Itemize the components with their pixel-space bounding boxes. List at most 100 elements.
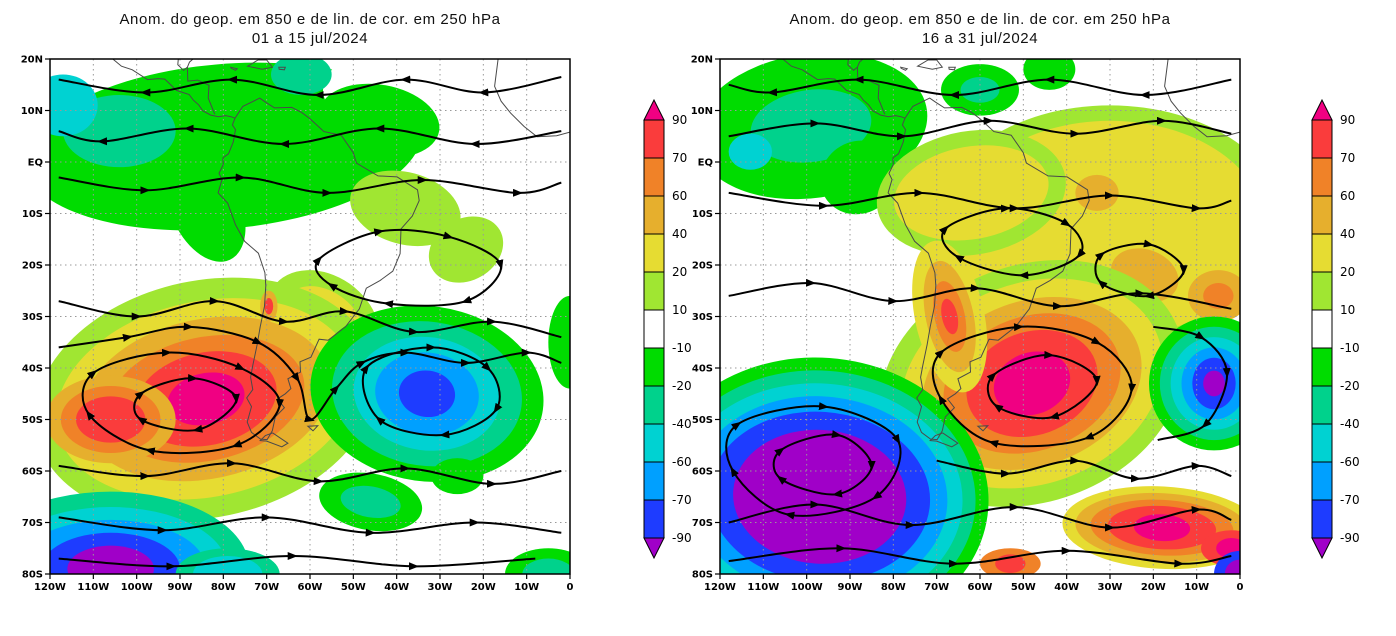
colorbar-tick-label: 90 (1340, 113, 1355, 127)
svg-text:90W: 90W (168, 582, 193, 593)
svg-text:40W: 40W (384, 582, 409, 593)
svg-text:60W: 60W (298, 582, 323, 593)
svg-text:90W: 90W (838, 582, 863, 593)
colorbar-band (1311, 423, 1333, 463)
map-panel-second-fortnight: Anom. do geop. em 850 e de lin. de cor. … (680, 8, 1260, 598)
colorbar-band (1311, 233, 1333, 273)
colorbar-arrow-top (1311, 98, 1333, 121)
colorbar-tick-label: -70 (672, 493, 692, 507)
colorbar-tick-label: 60 (1340, 189, 1355, 203)
colorbar-tick-label: -10 (1340, 341, 1360, 355)
colorbar-tick-label: -20 (1340, 379, 1360, 393)
colorbar-band (1311, 195, 1333, 235)
svg-text:10W: 10W (1184, 582, 1209, 593)
colorbar-tick-label: 70 (1340, 151, 1355, 165)
svg-text:40W: 40W (1054, 582, 1079, 593)
svg-text:80S: 80S (692, 570, 713, 581)
colorbar-band (643, 309, 665, 349)
map-plot-second-fortnight: 120W 110W 100W 90W 80W 70W 60W 50W 40W 30W 20W 10W 0… (691, 55, 1244, 594)
map-plot-first-fortnight: 120W 110W 100W 90W 80W 70W 60W 50W 40W 30W 20W 10W 0… (21, 55, 574, 594)
svg-text:120W: 120W (34, 582, 66, 593)
colorbar-tick-label: -40 (1340, 417, 1360, 431)
panel-title: Anom. do geop. em 850 e de lin. de cor. … (789, 11, 1171, 28)
colorbar-tick-label: -10 (672, 341, 692, 355)
map-panel-first-fortnight: Anom. do geop. em 850 e de lin. de cor. … (10, 8, 590, 598)
svg-text:60S: 60S (22, 467, 43, 478)
svg-text:EQ: EQ (28, 158, 43, 169)
panel-subtitle: 16 a 31 jul/2024 (921, 30, 1039, 47)
svg-text:50S: 50S (22, 415, 43, 426)
colorbar-tick-label: -60 (1340, 455, 1360, 469)
colorbar-tick-label: 70 (672, 151, 687, 165)
svg-text:70W: 70W (254, 582, 279, 593)
colorbar-tick-label: 20 (1340, 265, 1355, 279)
streamline-layer (58, 75, 562, 571)
svg-text:0: 0 (1237, 582, 1244, 593)
colorbar-tick-label: 40 (1340, 227, 1355, 241)
colorbar-band (643, 385, 665, 425)
svg-text:70W: 70W (924, 582, 949, 593)
panel-title: Anom. do geop. em 850 e de lin. de cor. … (119, 11, 501, 28)
colorbar-band (643, 119, 665, 159)
colorbar-tick-label: 10 (1340, 303, 1355, 317)
colorbar-tick-label: -60 (672, 455, 692, 469)
svg-text:100W: 100W (791, 582, 823, 593)
svg-text:20S: 20S (22, 261, 43, 272)
svg-text:20S: 20S (692, 261, 713, 272)
svg-text:40S: 40S (22, 364, 43, 375)
colorbar-tick-label: 90 (672, 113, 687, 127)
svg-text:20W: 20W (1141, 582, 1166, 593)
svg-text:110W: 110W (77, 582, 109, 593)
colorbar-band (643, 195, 665, 235)
svg-text:80W: 80W (211, 582, 236, 593)
colorbar-band (1311, 309, 1333, 349)
colorbar-arrow-bottom (1311, 537, 1333, 560)
svg-text:10S: 10S (22, 209, 43, 220)
colorbar-second: 90 70 60 40 20 10 -10 -20 -40 -60 -70 -90 (1311, 98, 1360, 560)
svg-text:50S: 50S (692, 415, 713, 426)
colorbar-tick-label: -20 (672, 379, 692, 393)
colorbar-band (643, 347, 665, 387)
svg-text:10W: 10W (514, 582, 539, 593)
svg-text:20N: 20N (21, 55, 43, 66)
colorbar-band (1311, 157, 1333, 197)
svg-text:70S: 70S (692, 518, 713, 529)
colorbar-tick-label: 60 (672, 189, 687, 203)
svg-text:50W: 50W (341, 582, 366, 593)
svg-text:0: 0 (567, 582, 574, 593)
svg-text:EQ: EQ (698, 158, 713, 169)
svg-text:30S: 30S (692, 312, 713, 323)
svg-text:60W: 60W (968, 582, 993, 593)
colorbar-band (643, 157, 665, 197)
colorbar-tick-label: 10 (672, 303, 687, 317)
colorbar-band (643, 499, 665, 539)
colorbar-band (643, 461, 665, 501)
axis-labels: 120W 110W 100W 90W 80W 70W 60W 50W 40W 30W 20W 10W 0… (691, 55, 1244, 594)
colorbar-arrow-bottom (643, 537, 665, 560)
colorbar-band (1311, 347, 1333, 387)
svg-text:20N: 20N (691, 55, 713, 66)
colorbar-band (1311, 385, 1333, 425)
svg-text:30W: 30W (428, 582, 453, 593)
svg-text:110W: 110W (747, 582, 779, 593)
colorbar-arrow-top (643, 98, 665, 121)
colorbar-first: 90 70 60 40 20 10 -10 -20 -40 -60 -70 -90 (643, 98, 692, 560)
colorbar-tick-label: -90 (1340, 531, 1360, 545)
colorbar-tick-label: -40 (672, 417, 692, 431)
svg-text:80S: 80S (22, 570, 43, 581)
svg-text:60S: 60S (692, 467, 713, 478)
svg-text:30S: 30S (22, 312, 43, 323)
svg-text:30W: 30W (1098, 582, 1123, 593)
colorbar-tick-label: 20 (672, 265, 687, 279)
panel-subtitle: 01 a 15 jul/2024 (251, 30, 369, 47)
colorbar-tick-label: -90 (672, 531, 692, 545)
colorbar-tick-label: 40 (672, 227, 687, 241)
colorbar-band (643, 271, 665, 311)
colorbar-band (643, 233, 665, 273)
colorbar-tick-label: -70 (1340, 493, 1360, 507)
svg-text:10S: 10S (692, 209, 713, 220)
svg-text:10N: 10N (691, 106, 713, 117)
svg-text:50W: 50W (1011, 582, 1036, 593)
svg-text:20W: 20W (471, 582, 496, 593)
